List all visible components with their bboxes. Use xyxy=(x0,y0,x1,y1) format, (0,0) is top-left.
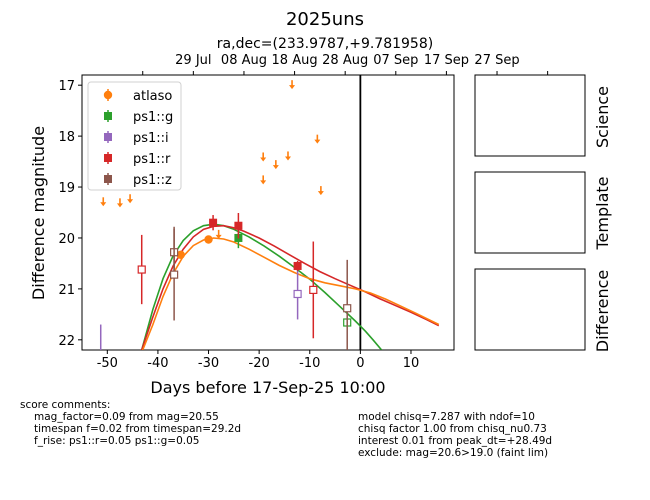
model-comment-line-1: model chisq=7.287 with ndof=10 xyxy=(358,411,535,423)
x-tick-label: -10 xyxy=(299,356,320,371)
top-date-axis-ticks: 29 Jul 08 Aug 18 Aug 28 Aug 07 Sep 17 Sep 27 S… xyxy=(142,53,549,75)
y-tick-label: 18 xyxy=(58,130,75,145)
y-tick-label: 22 xyxy=(58,334,75,349)
top-tick-label: 29 Jul xyxy=(175,53,211,68)
legend-marker xyxy=(104,112,112,120)
upper-limit-arrowhead xyxy=(116,203,123,208)
y-tick-label: 17 xyxy=(58,79,75,94)
y-tick-label: 21 xyxy=(58,283,75,298)
image-panels: Science Template Difference xyxy=(474,74,612,352)
top-tick-label: 08 Aug xyxy=(221,53,267,68)
plot-content xyxy=(99,75,440,350)
score-comment-line-2: timespan f=0.02 from timespan=29.2d xyxy=(34,423,242,435)
template-image-panel xyxy=(474,171,586,254)
model-comment-line-3: interest 0.01 from peak_dt=+28.49d xyxy=(358,435,553,447)
top-tick-label: 07 Sep xyxy=(373,53,418,68)
legend-marker xyxy=(104,175,112,183)
nondetection-point xyxy=(170,270,179,279)
x-tick-label: 0 xyxy=(356,356,364,371)
upper-limit-arrowhead xyxy=(314,139,321,144)
legend-box xyxy=(87,81,182,191)
score-comment-line-3: f_rise: ps1::r=0.05 ps1::g=0.05 xyxy=(34,435,200,447)
nondetection-point xyxy=(343,304,352,313)
upper-limit-arrowhead xyxy=(317,191,324,196)
model-curves xyxy=(140,223,440,350)
y-tick-label: 19 xyxy=(58,181,75,196)
legend-label: ps1::i xyxy=(133,131,169,146)
x-tick-label: -40 xyxy=(147,356,168,371)
x-tick-label: 10 xyxy=(403,356,420,371)
x-tick-label: -30 xyxy=(198,356,219,371)
legend-marker xyxy=(103,90,113,100)
atlaso-point xyxy=(204,235,213,244)
upper-limit-arrowhead xyxy=(260,157,267,162)
legend-label: atlaso xyxy=(133,89,172,104)
x-tick-label: -50 xyxy=(97,356,118,371)
upper-limit-arrowhead xyxy=(100,202,107,207)
top-tick-label: 18 Aug xyxy=(272,53,318,68)
plot-axes: -50 -40 -30 -20 -10 0 10 29 Jul 08 Aug 18 Aug 28 … xyxy=(58,53,549,371)
x-axis-ticks: -50 -40 -30 -20 -10 0 10 xyxy=(97,350,420,371)
top-tick-label: 28 Aug xyxy=(322,53,368,68)
plot-frame xyxy=(81,74,455,351)
upper-limit-arrowhead xyxy=(215,234,222,239)
upper-limit-arrowhead xyxy=(127,199,134,204)
difference-image-panel xyxy=(474,268,586,351)
chart-subtitle: ra,dec=(233.9787,+9.781958) xyxy=(217,36,433,52)
science-image-panel xyxy=(474,74,586,157)
detection-point xyxy=(293,261,302,270)
chart-title: 2025uns xyxy=(286,9,364,30)
detection-point xyxy=(234,221,243,230)
y-axis-label: Difference magnitude xyxy=(29,126,48,300)
difference-panel-label: Difference xyxy=(593,270,612,352)
model-curve xyxy=(140,224,440,350)
detection-point xyxy=(209,218,218,227)
legend-label: ps1::z xyxy=(133,173,172,188)
y-axis-ticks: 17 18 19 20 21 22 xyxy=(58,79,82,349)
model-comment-line-4: exclude: mag=20.6>19.0 (faint lim) xyxy=(358,447,549,459)
model-comment-line-2: chisq factor 1.00 from chisq_nu0.73 xyxy=(358,423,547,435)
nondetection-point xyxy=(137,265,146,274)
upper-limit-arrowhead xyxy=(272,165,279,170)
science-panel-label: Science xyxy=(593,86,612,148)
y-tick-label: 20 xyxy=(58,232,75,247)
top-tick-label: 17 Sep xyxy=(424,53,469,68)
atlaso-point xyxy=(176,250,185,259)
upper-limit-arrowhead xyxy=(260,180,267,185)
upper-limit-arrowhead xyxy=(289,85,296,90)
score-comments-header: score comments: xyxy=(20,399,111,411)
top-tick-label: 27 Sep xyxy=(474,53,519,68)
score-comment-line-1: mag_factor=0.09 from mag=20.55 xyxy=(34,411,219,423)
x-axis-label: Days before 17-Sep-25 10:00 xyxy=(150,378,385,397)
legend-marker xyxy=(104,154,112,162)
template-panel-label: Template xyxy=(593,176,612,250)
legend-label: ps1::r xyxy=(133,152,171,167)
x-tick-label: -20 xyxy=(249,356,270,371)
model-curve xyxy=(141,237,440,350)
data-points xyxy=(99,80,352,350)
legend-marker xyxy=(104,133,112,141)
upper-limit-arrowhead xyxy=(284,156,291,161)
nondetection-point xyxy=(309,285,318,295)
legend-label: ps1::g xyxy=(133,110,173,125)
nondetection-point xyxy=(293,289,302,299)
